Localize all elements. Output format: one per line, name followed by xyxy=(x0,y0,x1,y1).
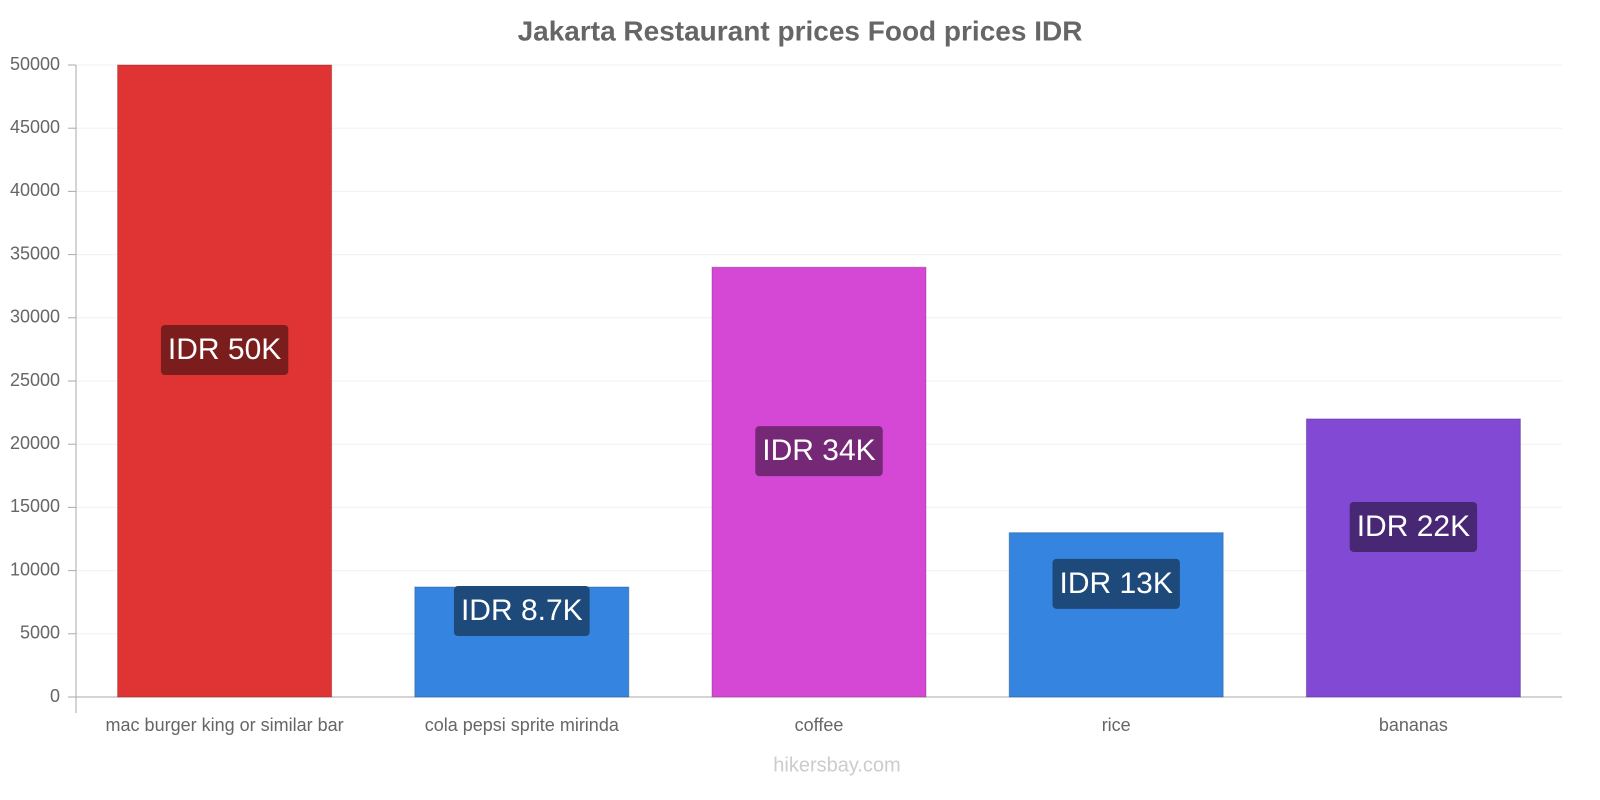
source: hikersbay.com xyxy=(773,754,900,776)
bar xyxy=(1008,532,1224,698)
y-tick-label: 5000 xyxy=(20,623,60,643)
value-label: IDR 34K xyxy=(762,434,875,467)
x-tick-label: coffee xyxy=(795,715,844,735)
bar xyxy=(117,64,333,698)
x-tick-label: rice xyxy=(1102,715,1131,735)
value-label: IDR 50K xyxy=(168,333,281,366)
value-label-box xyxy=(160,325,289,375)
value-label-box xyxy=(1349,501,1478,552)
value-label-box xyxy=(755,426,883,477)
value-label-box xyxy=(453,586,590,637)
y-tick-label: 25000 xyxy=(10,370,60,390)
x-tick-label: bananas xyxy=(1379,715,1448,735)
value-label-box xyxy=(1052,558,1180,609)
value-label: IDR 8.7K xyxy=(461,594,583,627)
x-tick-label: mac burger king or similar bar xyxy=(106,715,344,735)
bar xyxy=(1305,418,1521,698)
y-tick-label: 15000 xyxy=(10,496,60,516)
y-tick-label: 45000 xyxy=(10,117,60,137)
y-tick-label: 40000 xyxy=(10,180,60,200)
value-label: IDR 22K xyxy=(1357,510,1470,543)
chart-title: Jakarta Restaurant prices Food prices ID… xyxy=(518,15,1083,46)
x-tick-label: cola pepsi sprite mirinda xyxy=(425,715,620,735)
bar xyxy=(711,266,927,698)
y-tick-label: 50000 xyxy=(10,54,60,74)
y-tick-label: 0 xyxy=(50,686,60,706)
y-tick-label: 35000 xyxy=(10,243,60,263)
y-tick-label: 10000 xyxy=(10,559,60,579)
y-tick-label: 20000 xyxy=(10,433,60,453)
value-label: IDR 13K xyxy=(1060,567,1173,600)
y-tick-label: 30000 xyxy=(10,307,60,327)
